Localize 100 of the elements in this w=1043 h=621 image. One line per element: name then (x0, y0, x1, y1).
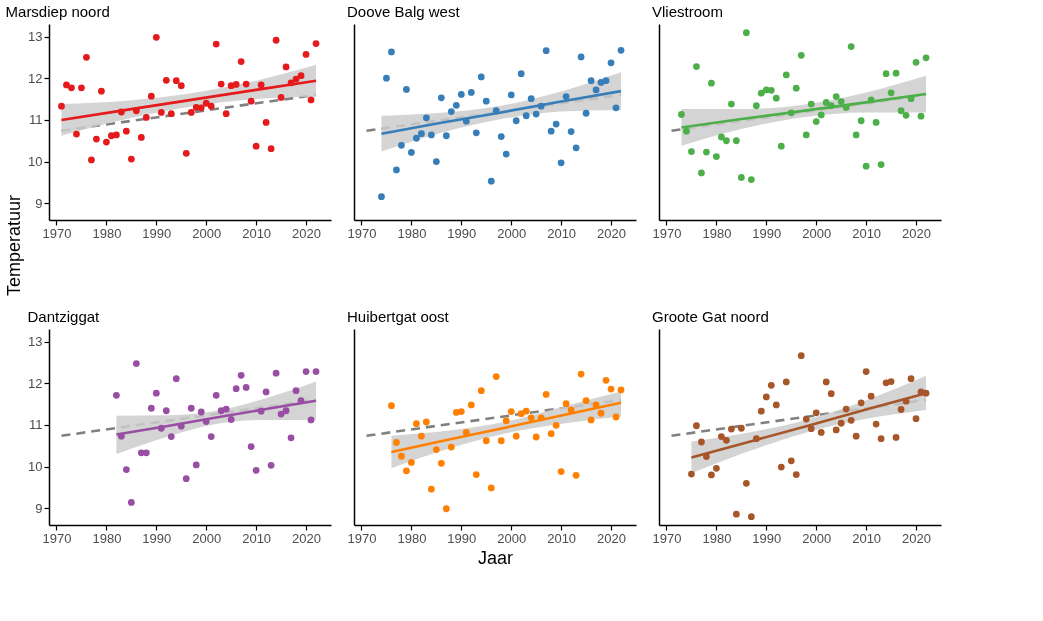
point (752, 102, 760, 110)
point (222, 405, 230, 413)
x-tick-label: 1990 (142, 225, 172, 241)
point (512, 432, 520, 440)
point (522, 112, 530, 120)
point (592, 86, 600, 94)
point (772, 94, 780, 102)
point (727, 425, 735, 433)
point (262, 388, 270, 396)
x-tick-label: 1970 (652, 530, 682, 546)
point (537, 414, 545, 422)
point (457, 408, 465, 415)
point (577, 370, 585, 378)
chart-title: Groote Gat noord (652, 308, 769, 325)
x-tick-label: 1970 (347, 530, 377, 546)
point (567, 128, 575, 135)
point (247, 97, 255, 105)
point (237, 371, 245, 379)
point (302, 368, 310, 375)
point (413, 134, 420, 142)
point (307, 96, 315, 104)
point (257, 81, 265, 89)
point (88, 156, 95, 164)
point (177, 422, 185, 430)
point (602, 77, 610, 85)
point (882, 70, 890, 78)
point (422, 418, 430, 426)
point (782, 378, 790, 386)
point (507, 91, 515, 99)
point (802, 131, 810, 139)
point (922, 54, 930, 62)
line-series (60, 79, 318, 122)
point (703, 148, 710, 156)
point (718, 133, 725, 141)
point (137, 134, 145, 141)
point (617, 386, 625, 394)
x-tick-label: 2020 (902, 225, 932, 241)
point (182, 475, 190, 483)
point (122, 127, 130, 135)
y-tick-label: 11 (29, 112, 43, 128)
point (212, 40, 220, 48)
point (587, 416, 595, 424)
point (562, 400, 570, 408)
point (172, 375, 180, 383)
point (502, 150, 510, 158)
x-tick-label: 2000 (192, 530, 222, 546)
point (403, 467, 410, 475)
point (737, 424, 745, 432)
x-tick-label: 2010 (547, 225, 577, 241)
point (112, 391, 120, 399)
x-tick-label: 2020 (292, 530, 322, 546)
point (567, 406, 575, 414)
point (142, 449, 150, 457)
point (582, 397, 590, 405)
point (877, 435, 885, 443)
y-axis-title: Temperatuur (4, 194, 25, 297)
point (742, 29, 750, 37)
chart-title: Dantziggat (27, 308, 101, 325)
point (187, 109, 195, 116)
point (262, 119, 270, 126)
point (852, 432, 860, 440)
point (388, 48, 395, 56)
point (747, 513, 755, 521)
point (212, 391, 220, 399)
point (247, 443, 255, 450)
point (688, 470, 695, 478)
point (192, 461, 200, 469)
y-tick-label: 9 (35, 195, 43, 211)
x-tick-label: 2010 (242, 225, 272, 241)
point (277, 94, 285, 101)
point (767, 381, 775, 389)
x-tick-label: 1970 (652, 225, 682, 241)
point (487, 484, 495, 492)
point (287, 79, 295, 87)
point (467, 89, 475, 96)
point (132, 107, 140, 115)
point (822, 378, 830, 386)
point (713, 153, 720, 160)
point (862, 162, 870, 170)
point (277, 410, 285, 418)
point (477, 387, 485, 395)
point (902, 397, 910, 405)
point (802, 415, 810, 423)
point (437, 94, 445, 102)
point (532, 433, 540, 441)
point (427, 131, 435, 139)
point (242, 384, 250, 391)
point (727, 100, 735, 108)
chart-title: Marsdiep noord (5, 3, 110, 20)
point (222, 110, 230, 118)
point (447, 108, 455, 115)
point (398, 141, 405, 149)
point (492, 107, 500, 115)
point (307, 416, 315, 424)
point (272, 36, 280, 44)
point (683, 127, 690, 135)
point (507, 408, 515, 415)
point (442, 505, 450, 513)
point (487, 177, 495, 185)
x-tick-label: 1970 (42, 530, 72, 546)
